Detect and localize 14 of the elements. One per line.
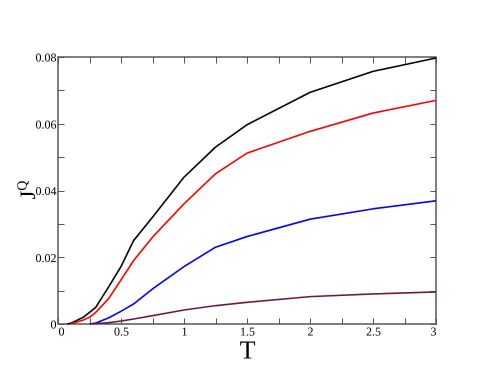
y-tick-label: 0.02 [36,250,56,265]
x-tick-label: 2 [308,324,314,338]
x-axis-title: T [240,336,256,364]
line-series [66,57,437,325]
x-tick-label: 0.5 [114,324,129,338]
x-tick-label: 2.5 [366,324,381,338]
y-tick-label: 0.04 [36,184,56,198]
y-tick-label: 0.06 [36,117,56,132]
y-tick-label: 0.08 [36,50,56,64]
line-series [88,291,437,325]
x-tick-label: 3 [430,324,436,338]
x-tick-label: 1 [182,324,188,338]
line-series [70,100,437,325]
x-tick-label: 1.5 [240,324,255,338]
